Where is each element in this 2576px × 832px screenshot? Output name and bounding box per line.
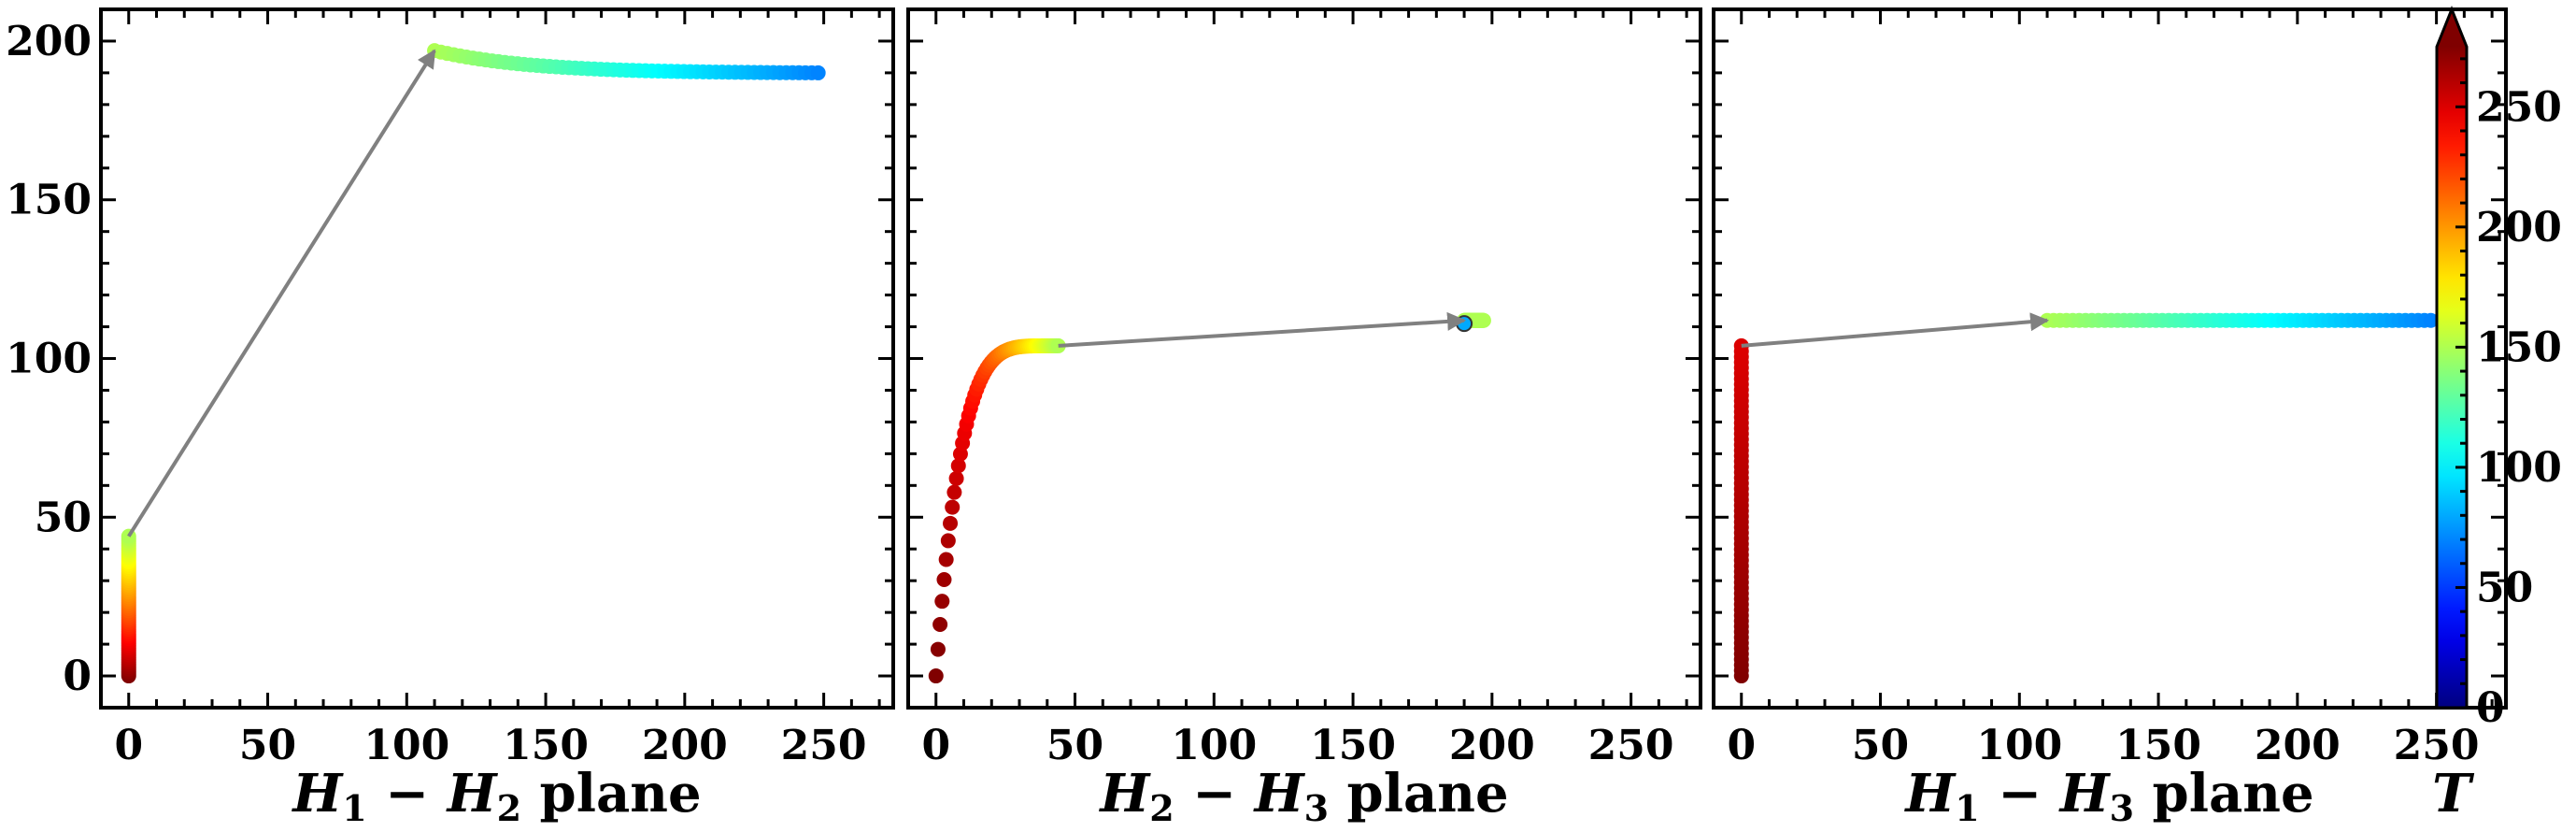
colorbar-label: T: [2432, 763, 2475, 825]
x-tick-label: 200: [642, 722, 728, 769]
colorbar-tick-label: 100: [2476, 444, 2562, 492]
colorbar-extend-triangle: [2437, 9, 2467, 47]
transition-arrow: [1058, 311, 1467, 348]
data-point: [932, 616, 948, 632]
panel-h1-h3: 0 50 100 150 200 250 H1 − H3 plane: [1712, 7, 2508, 829]
colorbar-tick-label: 200: [2476, 204, 2562, 251]
x-tick-label: 200: [1449, 722, 1535, 769]
y-tick-label: 100: [6, 336, 92, 383]
data-point: [2423, 312, 2439, 328]
data-point: [945, 499, 961, 515]
data-point: [810, 65, 826, 80]
data-point: [1475, 312, 1491, 328]
colorbar-tick-label: 250: [2476, 83, 2562, 131]
x-tick-label: 150: [503, 722, 589, 769]
x-axis-title: H2 − H3 plane: [1098, 763, 1508, 829]
y-tick-label: 150: [6, 177, 92, 224]
data-point: [938, 552, 954, 567]
colorbar-tick-label: 150: [2476, 323, 2562, 371]
x-tick-label: 100: [363, 722, 449, 769]
data-point: [934, 594, 950, 610]
colorbar-gradient: [2437, 47, 2467, 708]
y-tick-label: 200: [6, 18, 92, 65]
x-tick-label: 200: [2255, 722, 2341, 769]
colorbar-tick-label: 50: [2476, 564, 2533, 611]
transition-arrow: [127, 49, 436, 538]
x-tick-label: 150: [2115, 722, 2201, 769]
transition-arrow: [1741, 312, 2050, 348]
x-tick-label: 250: [2394, 722, 2480, 769]
data-point: [936, 572, 952, 588]
data-point: [943, 515, 959, 531]
data-point: [948, 470, 964, 486]
panel-h2-h3: 0 50 100 150 200 250 H2 − H3 plane: [906, 7, 1702, 829]
data-point: [946, 484, 962, 500]
plot-frame: [1712, 7, 2508, 710]
x-axis-title: H1 − H3 plane: [1903, 763, 2313, 829]
data-point: [930, 641, 946, 657]
x-tick-label: 0: [1727, 722, 1756, 769]
data-point: [940, 533, 956, 549]
colorbar-tick-label: 0: [2476, 684, 2505, 732]
data-point: [928, 668, 944, 684]
y-tick-label: 0: [63, 653, 92, 700]
x-tick-label: 250: [781, 722, 867, 769]
x-tick-label: 150: [1310, 722, 1396, 769]
x-axis-title: H1 − H2 plane: [291, 763, 701, 829]
x-tick-label: 0: [921, 722, 950, 769]
x-tick-label: 50: [1852, 722, 1909, 769]
x-tick-label: 50: [1046, 722, 1103, 769]
plot-frame: [99, 7, 895, 710]
x-tick-label: 0: [114, 722, 143, 769]
x-tick-label: 100: [1976, 722, 2062, 769]
colorbar: 0 50 100 150 200 250 T: [2432, 5, 2562, 825]
highlight-point: [1456, 315, 1473, 333]
data-point: [950, 458, 966, 474]
x-tick-label: 250: [1588, 722, 1674, 769]
x-tick-label: 50: [239, 722, 296, 769]
y-tick-label: 50: [35, 494, 92, 541]
x-tick-label: 100: [1171, 722, 1257, 769]
plot-frame: [906, 7, 1702, 710]
